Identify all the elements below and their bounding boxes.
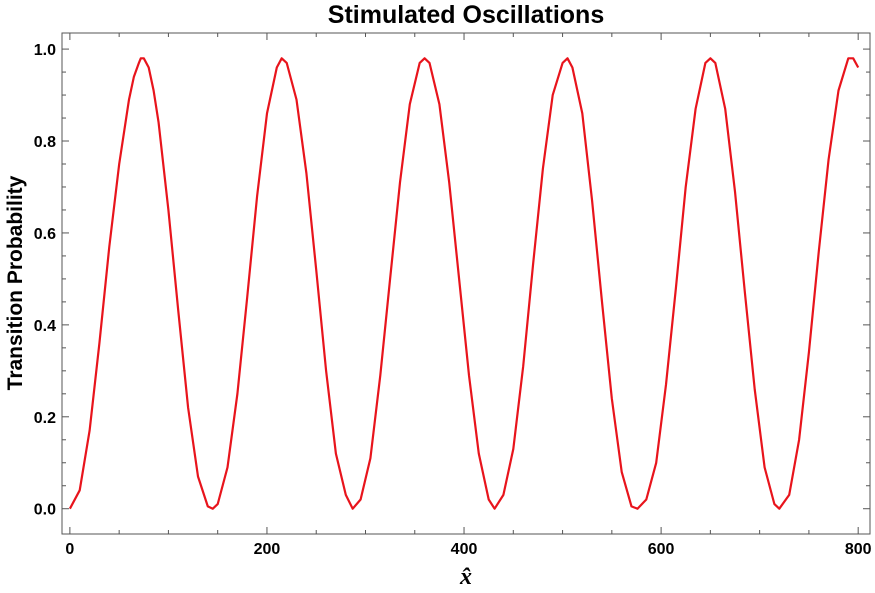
- y-axis-label: Transition Probability: [4, 175, 27, 390]
- axis-ticks: [62, 33, 870, 534]
- chart-title: Stimulated Oscillations: [328, 1, 604, 29]
- series-layer: [68, 57, 860, 510]
- y-tick-label: 0.4: [34, 318, 56, 335]
- y-tick-labels: 0.0 0.2 0.4 0.6 0.8 1.0: [34, 42, 56, 519]
- y-tick-label: 0.2: [34, 410, 56, 427]
- x-axis-label: x̂: [459, 564, 472, 590]
- x-tick-label: 200: [254, 541, 281, 558]
- x-tick-labels: 0 200 400 600 800: [65, 541, 871, 558]
- y-tick-label: 0.8: [34, 134, 56, 151]
- y-tick-label: 0.0: [34, 502, 56, 519]
- x-tick-label: 800: [845, 541, 872, 558]
- plot-border: [61, 32, 871, 535]
- y-tick-label: 0.6: [34, 226, 56, 243]
- x-tick-label: 0: [65, 541, 74, 558]
- x-tick-label: 600: [648, 541, 675, 558]
- series-line: [68, 57, 860, 510]
- plot-frame: [61, 32, 871, 535]
- x-tick-label: 400: [451, 541, 478, 558]
- y-tick-label: 1.0: [34, 42, 56, 59]
